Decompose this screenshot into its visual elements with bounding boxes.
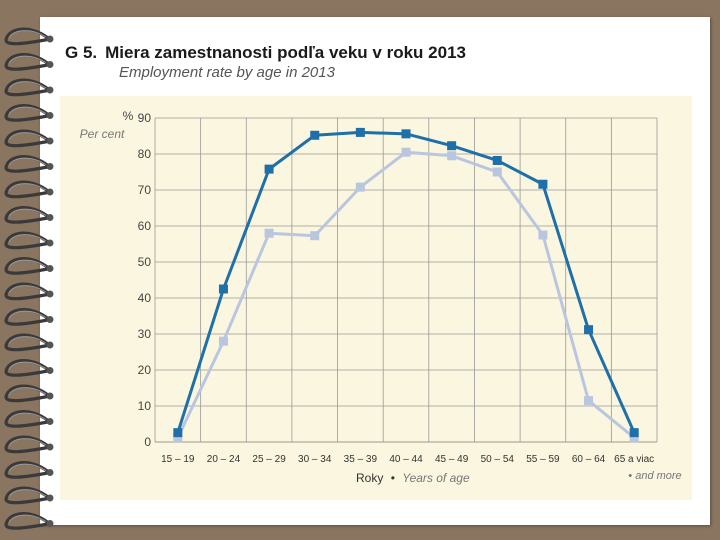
data-point xyxy=(492,167,502,177)
x-axis-label-en: Years of age xyxy=(402,471,470,485)
y-tick-label: 30 xyxy=(138,327,152,341)
chart-title: G 5. Miera zamestnanosti podľa veku v rok… xyxy=(65,43,466,63)
y-tick-label: 0 xyxy=(144,435,151,449)
data-point xyxy=(584,396,594,406)
data-point xyxy=(401,147,411,157)
spiral-ring xyxy=(4,27,54,46)
x-tick-label: 45 – 49 xyxy=(435,454,469,465)
series-group xyxy=(173,127,639,443)
chart-area: % Per cent 0 10 20 30 40 50 60 70 80 90 15 – 19 20… xyxy=(60,96,692,500)
spiral-ring xyxy=(4,308,54,326)
y-tick-label: 60 xyxy=(138,219,152,233)
x-tick-label: 20 – 24 xyxy=(207,454,241,465)
chart-header: G 5. Miera zamestnanosti podľa veku v rok… xyxy=(60,40,692,96)
spiral-ring xyxy=(4,206,54,224)
spiral-ring xyxy=(4,282,54,301)
x-tick-label: 25 – 29 xyxy=(252,454,286,465)
data-point xyxy=(538,179,548,189)
y-tick-label: 50 xyxy=(138,255,152,269)
x-axis-label-sep: • xyxy=(391,471,395,485)
data-point xyxy=(401,129,411,139)
chart-subtitle: Employment rate by age in 2013 xyxy=(119,64,335,81)
series-1 xyxy=(173,127,639,438)
y-axis-unit: % xyxy=(123,109,134,123)
spiral-ring xyxy=(4,333,54,352)
spiral-ring xyxy=(4,435,54,454)
x-tick-label: 15 – 19 xyxy=(161,454,195,465)
data-point xyxy=(173,433,183,443)
data-point xyxy=(218,284,228,294)
data-point xyxy=(218,336,228,346)
data-point xyxy=(538,230,548,240)
spiral-ring xyxy=(4,384,54,403)
data-point xyxy=(355,127,365,137)
spiral-ring xyxy=(4,155,54,173)
y-tick-label: 40 xyxy=(138,291,152,305)
y-tick-label: 90 xyxy=(138,111,152,125)
title-text: Miera zamestnanosti podľa veku v roku 20… xyxy=(105,43,466,62)
data-point xyxy=(264,164,274,174)
x-axis-label-sk: Roky xyxy=(356,471,383,485)
spiral-ring xyxy=(4,512,54,530)
y-axis-unit-en: Per cent xyxy=(80,127,125,141)
x-tick-label: 35 – 39 xyxy=(344,454,378,465)
spiral-ring xyxy=(4,410,54,428)
line-chart: % Per cent 0 10 20 30 40 50 60 70 80 90 15 – 19 20… xyxy=(80,109,682,485)
spiral-ring xyxy=(4,359,54,377)
data-point xyxy=(173,428,183,438)
spiral-ring xyxy=(4,231,54,250)
x-tick-label: 60 – 64 xyxy=(572,454,606,465)
data-point xyxy=(447,151,457,161)
spiral-ring xyxy=(4,53,54,71)
y-ticks: 0 10 20 30 40 50 60 70 80 90 xyxy=(138,111,152,449)
y-tick-label: 80 xyxy=(138,147,152,161)
spiral-ring xyxy=(4,257,54,275)
data-point xyxy=(584,325,594,335)
spiral-ring xyxy=(4,180,54,199)
data-point xyxy=(355,182,365,192)
data-point xyxy=(447,141,457,151)
spiral-ring xyxy=(4,486,54,505)
figure-number: G 5. xyxy=(65,43,98,62)
spiral-ring xyxy=(4,78,54,97)
spiral-ring xyxy=(4,129,54,148)
spiral-ring xyxy=(4,461,54,479)
x-axis-label: Roky • Years of age xyxy=(356,471,470,485)
grid xyxy=(154,117,658,443)
y-tick-label: 70 xyxy=(138,183,152,197)
data-point xyxy=(264,228,274,238)
spiral-binding xyxy=(4,27,54,530)
last-category-en: • and more xyxy=(628,470,681,482)
x-tick-label: 65 a viac xyxy=(614,454,654,465)
x-tick-label: 55 – 59 xyxy=(526,454,560,465)
data-point xyxy=(629,428,639,438)
data-point xyxy=(310,231,320,241)
spiral-ring xyxy=(4,104,54,122)
x-tick-label: 40 – 44 xyxy=(389,454,423,465)
data-point xyxy=(310,130,320,140)
data-point xyxy=(492,155,502,165)
y-tick-label: 20 xyxy=(138,363,152,377)
data-point xyxy=(629,433,639,443)
x-tick-label: 50 – 54 xyxy=(481,454,515,465)
x-tick-label: 30 – 34 xyxy=(298,454,332,465)
x-ticks: 15 – 19 20 – 24 25 – 29 30 – 34 35 – 39 40 – … xyxy=(161,454,654,465)
y-tick-label: 10 xyxy=(138,399,152,413)
series-2 xyxy=(173,147,639,443)
